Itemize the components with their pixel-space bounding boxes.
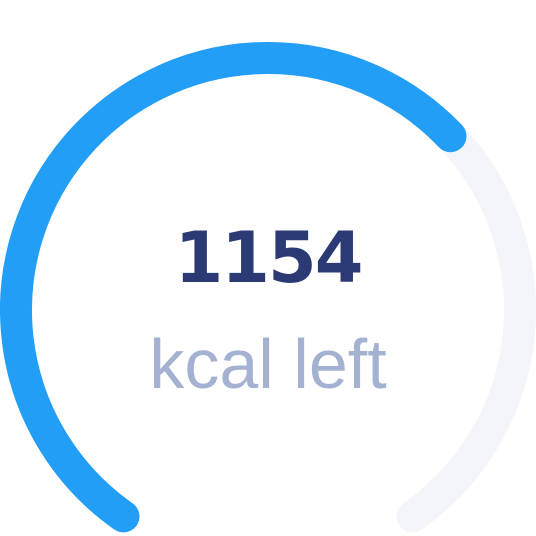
kcal-remaining-label: kcal left bbox=[149, 325, 387, 403]
kcal-remaining-value: 1154 bbox=[174, 217, 364, 299]
gauge-progress-arc bbox=[0, 42, 467, 533]
